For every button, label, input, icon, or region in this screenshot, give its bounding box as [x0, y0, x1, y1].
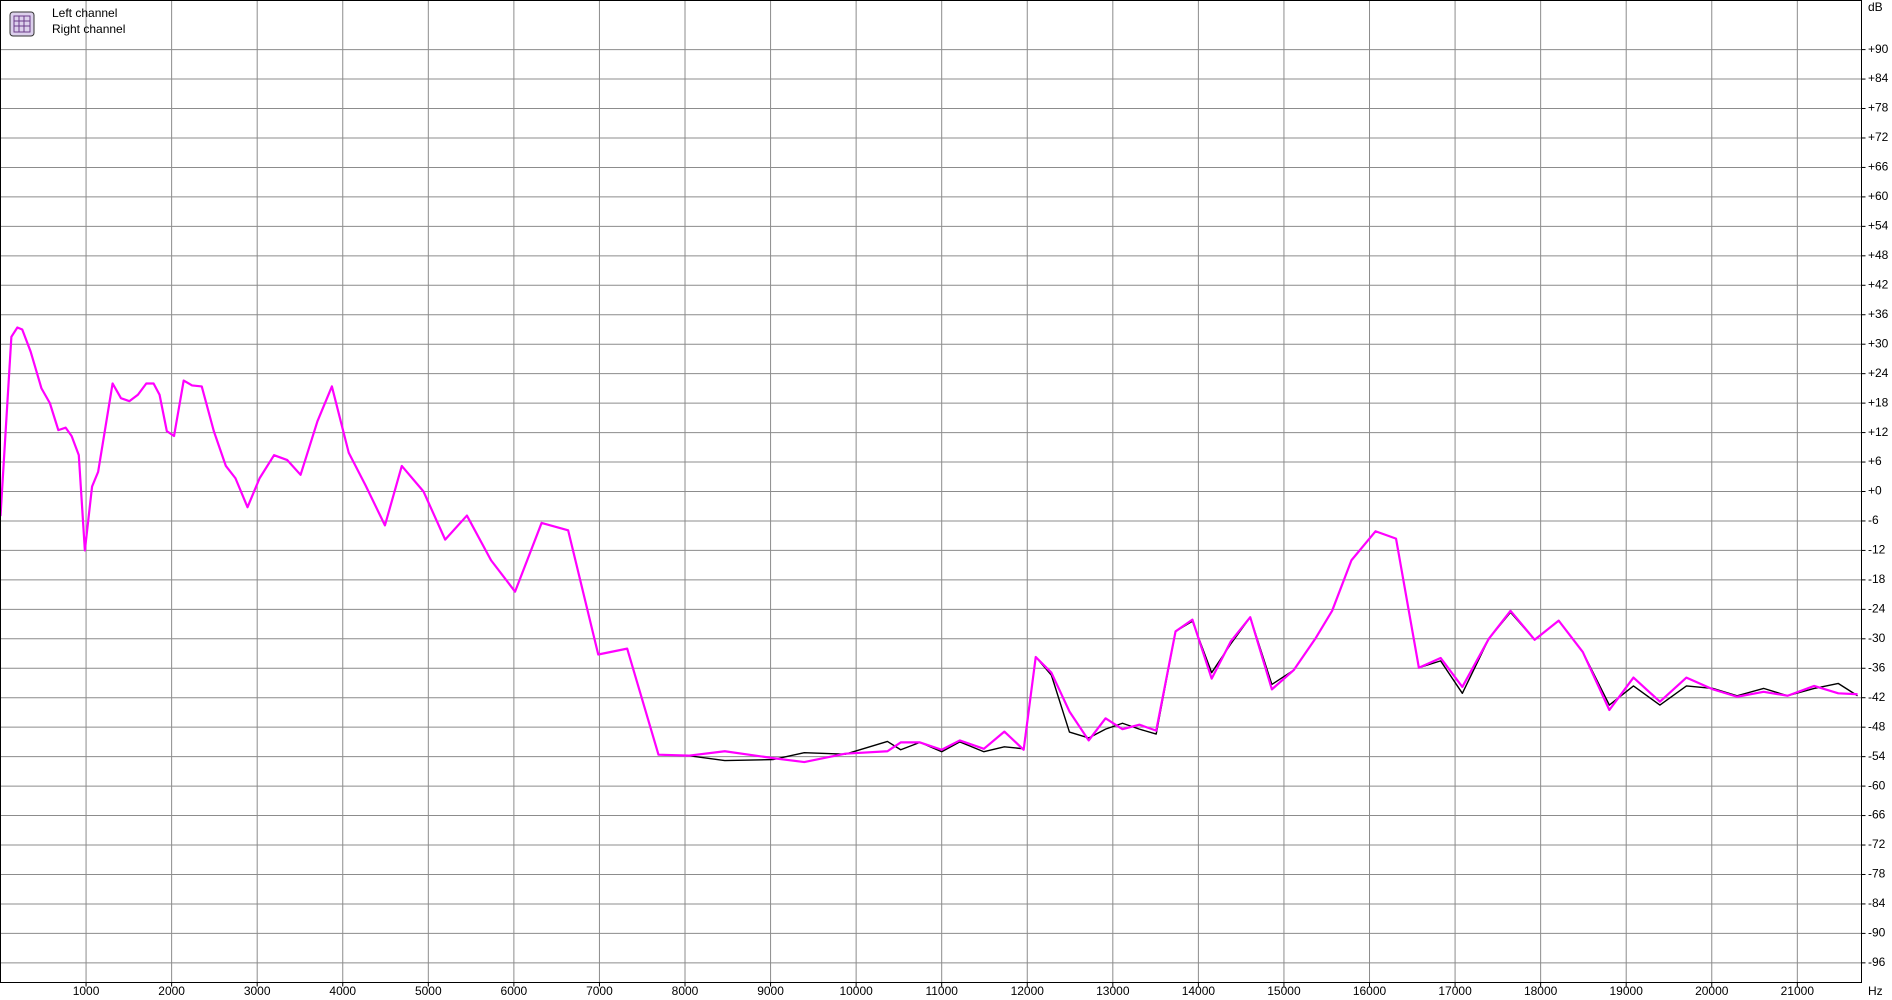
y-tick-label: -48 [1868, 719, 1886, 733]
x-tick-label: 20000 [1695, 984, 1729, 998]
y-tick-label: -96 [1868, 955, 1886, 969]
x-tick-label: 6000 [501, 984, 528, 998]
y-tick-label: -90 [1868, 926, 1886, 940]
y-tick-label: +30 [1868, 336, 1889, 350]
x-tick-label: 16000 [1353, 984, 1387, 998]
y-tick-label: -12 [1868, 543, 1886, 557]
x-tick-label: 4000 [329, 984, 356, 998]
legend-label: Right channel [52, 22, 125, 36]
y-tick-label: +36 [1868, 307, 1889, 321]
y-tick-label: +78 [1868, 101, 1889, 115]
x-tick-label: 17000 [1438, 984, 1472, 998]
y-tick-label: -6 [1868, 513, 1879, 527]
y-tick-label: +24 [1868, 366, 1889, 380]
legend-label: Left channel [52, 6, 117, 20]
x-tick-label: 9000 [757, 984, 784, 998]
x-tick-label: 7000 [586, 984, 613, 998]
y-tick-label: +72 [1868, 130, 1889, 144]
x-tick-label: 14000 [1182, 984, 1216, 998]
y-tick-label: -24 [1868, 602, 1886, 616]
y-tick-label: +12 [1868, 425, 1889, 439]
x-tick-label: 3000 [244, 984, 271, 998]
y-tick-label: -18 [1868, 572, 1886, 586]
y-tick-label: -78 [1868, 867, 1886, 881]
x-tick-label: 5000 [415, 984, 442, 998]
y-tick-label: -72 [1868, 837, 1886, 851]
y-tick-label: +90 [1868, 42, 1889, 56]
x-tick-label: 8000 [672, 984, 699, 998]
x-tick-label: 1000 [73, 984, 100, 998]
y-tick-label: -60 [1868, 778, 1886, 792]
y-tick-label: -66 [1868, 808, 1886, 822]
plot-lines [0, 326, 1858, 764]
legend-icon [9, 11, 35, 37]
y-tick-label: +54 [1868, 219, 1889, 233]
legend-icon-grid [13, 15, 31, 33]
y-tick-label: -54 [1868, 749, 1886, 763]
y-tick-label: +18 [1868, 395, 1889, 409]
x-axis-label: Hz [1868, 984, 1883, 998]
x-tick-label: 10000 [839, 984, 873, 998]
x-tick-label: 13000 [1096, 984, 1130, 998]
y-tick-label: -84 [1868, 896, 1886, 910]
x-tick-label: 2000 [158, 984, 185, 998]
y-tick-label: -36 [1868, 660, 1886, 674]
x-tick-label: 21000 [1781, 984, 1815, 998]
y-tick-label: +6 [1868, 454, 1882, 468]
x-tick-label: 15000 [1267, 984, 1301, 998]
grid [0, 0, 1862, 983]
y-tick-label: -30 [1868, 631, 1886, 645]
y-tick-label: -42 [1868, 690, 1886, 704]
series-line [0, 326, 1858, 764]
y-tick-label: +42 [1868, 277, 1889, 291]
x-tick-label: 12000 [1011, 984, 1045, 998]
y-tick-label: +48 [1868, 248, 1889, 262]
y-tick-label: +84 [1868, 71, 1889, 85]
y-tick-label: +0 [1868, 484, 1882, 498]
y-axis-label: dB [1868, 0, 1883, 14]
legend: Left channel Right channel [9, 6, 125, 37]
y-tick-label: +60 [1868, 189, 1889, 203]
x-tick-label: 18000 [1524, 984, 1558, 998]
y-tick-label: +66 [1868, 160, 1889, 174]
x-tick-label: 19000 [1610, 984, 1644, 998]
x-tick-label: 11000 [925, 984, 958, 998]
